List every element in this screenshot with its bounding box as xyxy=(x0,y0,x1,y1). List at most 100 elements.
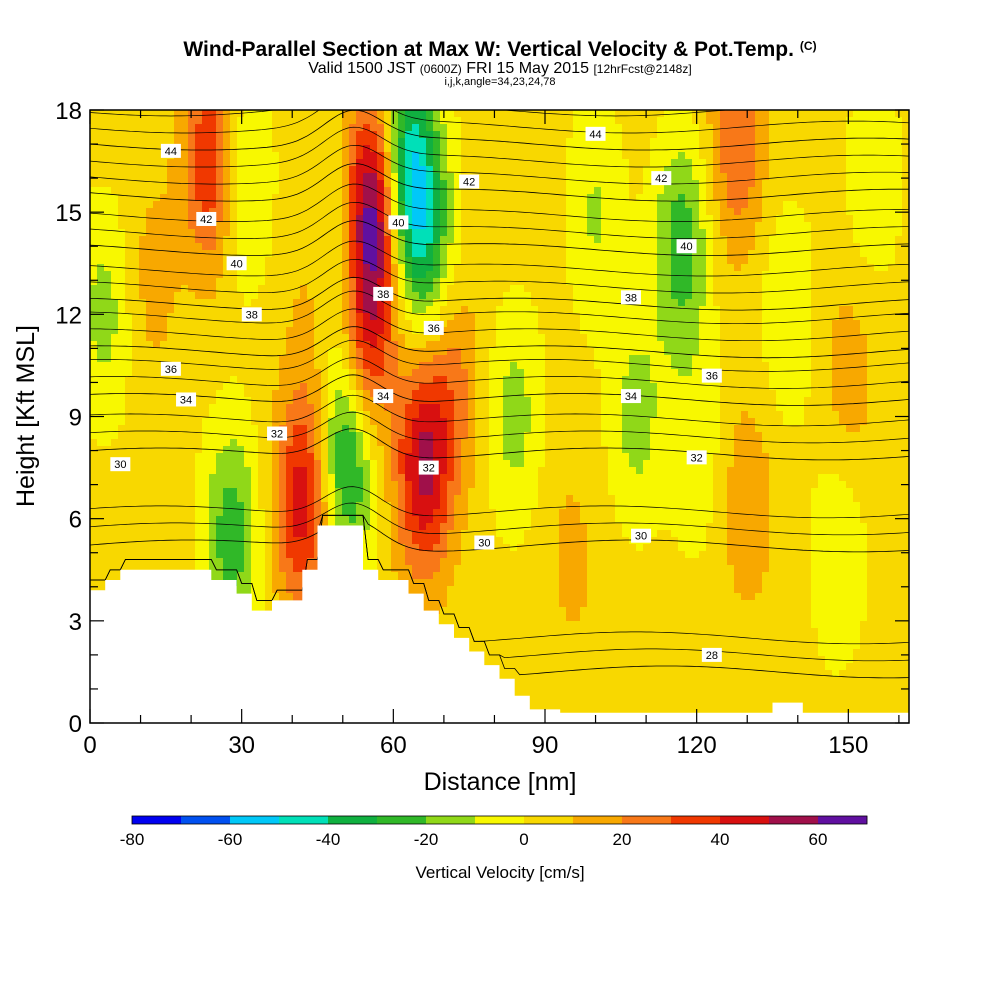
w-cell xyxy=(251,138,259,146)
w-cell xyxy=(125,236,133,244)
w-cell xyxy=(482,257,490,265)
w-cell xyxy=(153,481,161,489)
w-cell xyxy=(391,502,399,510)
w-cell xyxy=(384,537,392,545)
w-cell xyxy=(279,488,287,496)
w-cell xyxy=(174,285,182,293)
w-cell xyxy=(300,194,308,202)
w-cell xyxy=(97,551,105,559)
w-cell xyxy=(307,166,315,174)
w-cell xyxy=(363,222,371,230)
w-cell xyxy=(377,117,385,125)
w-cell xyxy=(286,516,294,524)
w-cell xyxy=(363,523,371,531)
w-cell xyxy=(447,432,455,440)
w-cell xyxy=(370,348,378,356)
w-cell xyxy=(307,376,315,384)
w-cell xyxy=(97,516,105,524)
w-cell xyxy=(461,145,469,153)
w-cell xyxy=(447,117,455,125)
w-cell xyxy=(475,523,483,531)
w-cell xyxy=(440,586,448,594)
w-cell xyxy=(188,299,196,307)
w-cell xyxy=(167,425,175,433)
w-cell xyxy=(419,173,427,181)
w-cell xyxy=(104,383,112,391)
w-cell xyxy=(356,327,364,335)
w-cell xyxy=(160,432,168,440)
w-cell xyxy=(412,299,420,307)
w-cell xyxy=(384,299,392,307)
w-cell xyxy=(174,264,182,272)
w-cell xyxy=(195,376,203,384)
w-cell xyxy=(251,243,259,251)
w-cell xyxy=(328,383,336,391)
w-cell xyxy=(279,145,287,153)
w-cell xyxy=(349,404,357,412)
w-cell xyxy=(146,530,154,538)
w-cell xyxy=(412,509,420,517)
w-cell xyxy=(125,495,133,503)
w-cell xyxy=(181,411,189,419)
w-cell xyxy=(300,348,308,356)
w-cell xyxy=(132,250,140,258)
w-cell xyxy=(279,187,287,195)
w-cell xyxy=(167,544,175,552)
w-cell xyxy=(419,446,427,454)
w-cell xyxy=(391,495,399,503)
w-cell xyxy=(384,180,392,188)
w-cell xyxy=(321,222,329,230)
w-cell xyxy=(398,376,406,384)
w-cell xyxy=(475,250,483,258)
w-cell xyxy=(349,236,357,244)
w-cell xyxy=(419,285,427,293)
w-cell xyxy=(412,348,420,356)
w-cell xyxy=(461,383,469,391)
w-cell xyxy=(363,229,371,237)
w-cell xyxy=(181,187,189,195)
w-cell xyxy=(328,348,336,356)
w-cell xyxy=(419,579,427,587)
w-cell xyxy=(363,271,371,279)
w-cell xyxy=(482,390,490,398)
w-cell xyxy=(125,278,133,286)
w-cell xyxy=(258,460,266,468)
w-cell xyxy=(468,558,476,566)
w-cell xyxy=(468,348,476,356)
w-cell xyxy=(447,138,455,146)
w-cell xyxy=(167,306,175,314)
w-cell xyxy=(349,159,357,167)
w-cell xyxy=(118,208,126,216)
w-cell xyxy=(461,446,469,454)
w-cell xyxy=(132,453,140,461)
w-cell xyxy=(412,159,420,167)
w-cell xyxy=(167,215,175,223)
w-cell xyxy=(188,257,196,265)
w-cell xyxy=(461,474,469,482)
w-cell xyxy=(335,138,343,146)
w-cell xyxy=(412,425,420,433)
w-cell xyxy=(314,411,322,419)
w-cell xyxy=(293,320,301,328)
w-cell xyxy=(139,348,147,356)
w-cell xyxy=(139,173,147,181)
w-cell xyxy=(251,467,259,475)
w-cell xyxy=(454,614,462,622)
w-cell xyxy=(307,530,315,538)
w-cell xyxy=(132,334,140,342)
w-cell xyxy=(90,173,98,181)
w-cell xyxy=(188,201,196,209)
w-cell xyxy=(321,292,329,300)
w-cell xyxy=(482,117,490,125)
w-cell xyxy=(412,516,420,524)
w-cell xyxy=(167,467,175,475)
w-cell xyxy=(433,446,441,454)
w-cell xyxy=(468,383,476,391)
w-cell xyxy=(132,446,140,454)
w-cell xyxy=(279,131,287,139)
w-cell xyxy=(139,509,147,517)
w-cell xyxy=(279,474,287,482)
w-cell xyxy=(461,579,469,587)
w-cell xyxy=(132,166,140,174)
w-cell xyxy=(307,558,315,566)
